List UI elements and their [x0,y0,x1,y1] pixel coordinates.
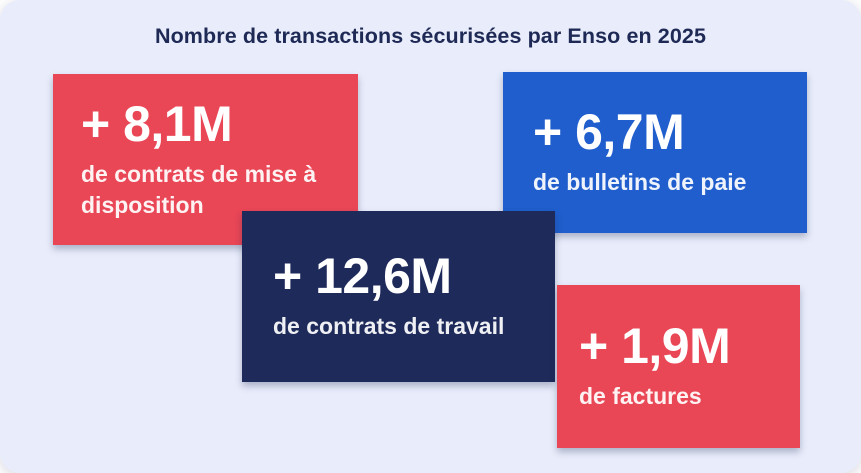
stat-card-contrats-de-travail: + 12,6M de contrats de travail [242,211,555,382]
stat-card-factures: + 1,9M de factures [557,285,800,448]
stat-label-bulletins-de-paie: de bulletins de paie [533,169,747,196]
stat-value-contrats-de-travail: + 12,6M [273,248,452,305]
stat-value-bulletins-de-paie: + 6,7M [533,104,685,161]
stat-value-factures: + 1,9M [579,318,731,375]
stat-card-contrats-mise-a-disposition: + 8,1M de contrats de mise à disposition [53,74,358,245]
stat-card-bulletins-de-paie: + 6,7M de bulletins de paie [503,72,807,233]
stat-label-factures: de factures [579,383,702,410]
stat-label-contrats-mise-a-disposition: de contrats de mise à disposition [81,161,317,218]
stat-value-contrats-mise-a-disposition: + 8,1M [81,96,233,153]
infographic-title: Nombre de transactions sécurisées par En… [154,24,707,48]
stat-label-contrats-de-travail: de contrats de travail [273,313,505,340]
